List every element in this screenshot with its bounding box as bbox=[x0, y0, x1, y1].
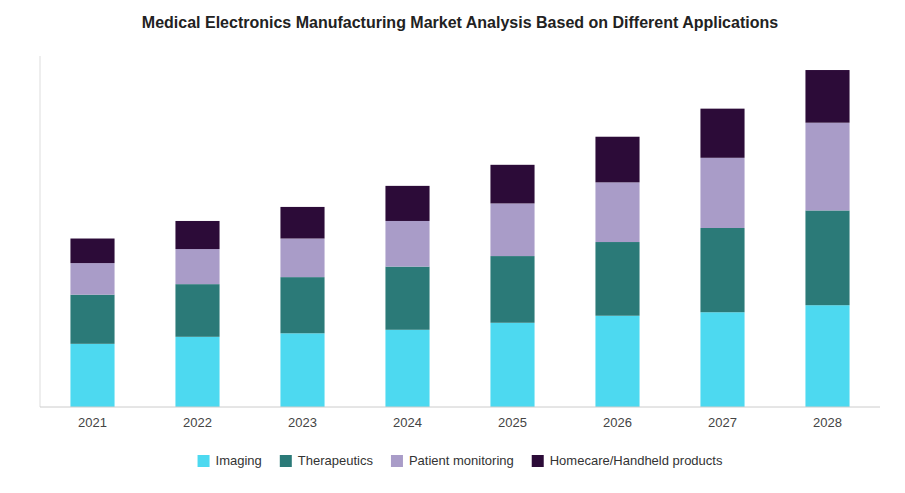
legend-label: Homecare/Handheld products bbox=[550, 453, 723, 468]
legend-item: Homecare/Handheld products bbox=[532, 453, 723, 468]
bar-segment bbox=[805, 123, 849, 211]
bar-segment bbox=[280, 333, 324, 407]
bar-segment bbox=[595, 316, 639, 407]
bar-segment bbox=[490, 203, 534, 256]
bar-segment bbox=[595, 182, 639, 242]
chart-title: Medical Electronics Manufacturing Market… bbox=[142, 14, 778, 31]
bar-segment bbox=[700, 228, 744, 312]
bar-segment bbox=[595, 137, 639, 183]
bar-segment bbox=[700, 109, 744, 158]
legend-item: Therapeutics bbox=[280, 453, 374, 468]
legend-label: Therapeutics bbox=[298, 453, 374, 468]
bar-segment bbox=[385, 330, 429, 407]
x-tick-label: 2026 bbox=[603, 415, 632, 430]
bar-segment bbox=[280, 277, 324, 333]
x-tick-label: 2028 bbox=[813, 415, 842, 430]
bar-segment bbox=[385, 221, 429, 267]
bar-segment bbox=[490, 256, 534, 323]
bar-segment bbox=[805, 70, 849, 123]
y-axis-line bbox=[40, 56, 41, 407]
bar-segment bbox=[490, 323, 534, 407]
bar-segment bbox=[595, 242, 639, 316]
bar-segment bbox=[385, 186, 429, 221]
x-tick-label: 2027 bbox=[708, 415, 737, 430]
x-axis-line bbox=[40, 407, 880, 408]
bar-segment bbox=[805, 210, 849, 305]
legend-swatch bbox=[391, 455, 403, 467]
bar-segment bbox=[70, 239, 114, 264]
legend-swatch bbox=[532, 455, 544, 467]
x-tick-label: 2021 bbox=[78, 415, 107, 430]
x-tick-label: 2022 bbox=[183, 415, 212, 430]
bar-segment bbox=[175, 284, 219, 337]
bar-segment bbox=[490, 165, 534, 204]
bar-segment bbox=[70, 295, 114, 344]
legend-label: Patient monitoring bbox=[409, 453, 514, 468]
legend-item: Patient monitoring bbox=[391, 453, 514, 468]
bar-segment bbox=[805, 305, 849, 407]
bar-segment bbox=[280, 207, 324, 239]
x-tick-label: 2024 bbox=[393, 415, 422, 430]
legend-label: Imaging bbox=[216, 453, 262, 468]
bar-segment bbox=[700, 158, 744, 228]
bar-segment bbox=[280, 239, 324, 278]
x-tick-label: 2023 bbox=[288, 415, 317, 430]
bar-segment bbox=[175, 249, 219, 284]
bar-segment bbox=[385, 267, 429, 330]
bar-segment bbox=[700, 312, 744, 407]
bar-segment bbox=[175, 221, 219, 249]
legend-swatch bbox=[280, 455, 292, 467]
chart-svg: Medical Electronics Manufacturing Market… bbox=[0, 0, 905, 493]
bar-segment bbox=[175, 337, 219, 407]
x-tick-label: 2025 bbox=[498, 415, 527, 430]
legend: Imaging Therapeutics Patient monitoring Hom… bbox=[198, 453, 723, 468]
chart-container: Medical Electronics Manufacturing Market… bbox=[0, 0, 905, 493]
bar-segment bbox=[70, 263, 114, 295]
legend-item: Imaging bbox=[198, 453, 262, 468]
legend-swatch bbox=[198, 455, 210, 467]
bar-segment bbox=[70, 344, 114, 407]
bars bbox=[70, 70, 849, 407]
